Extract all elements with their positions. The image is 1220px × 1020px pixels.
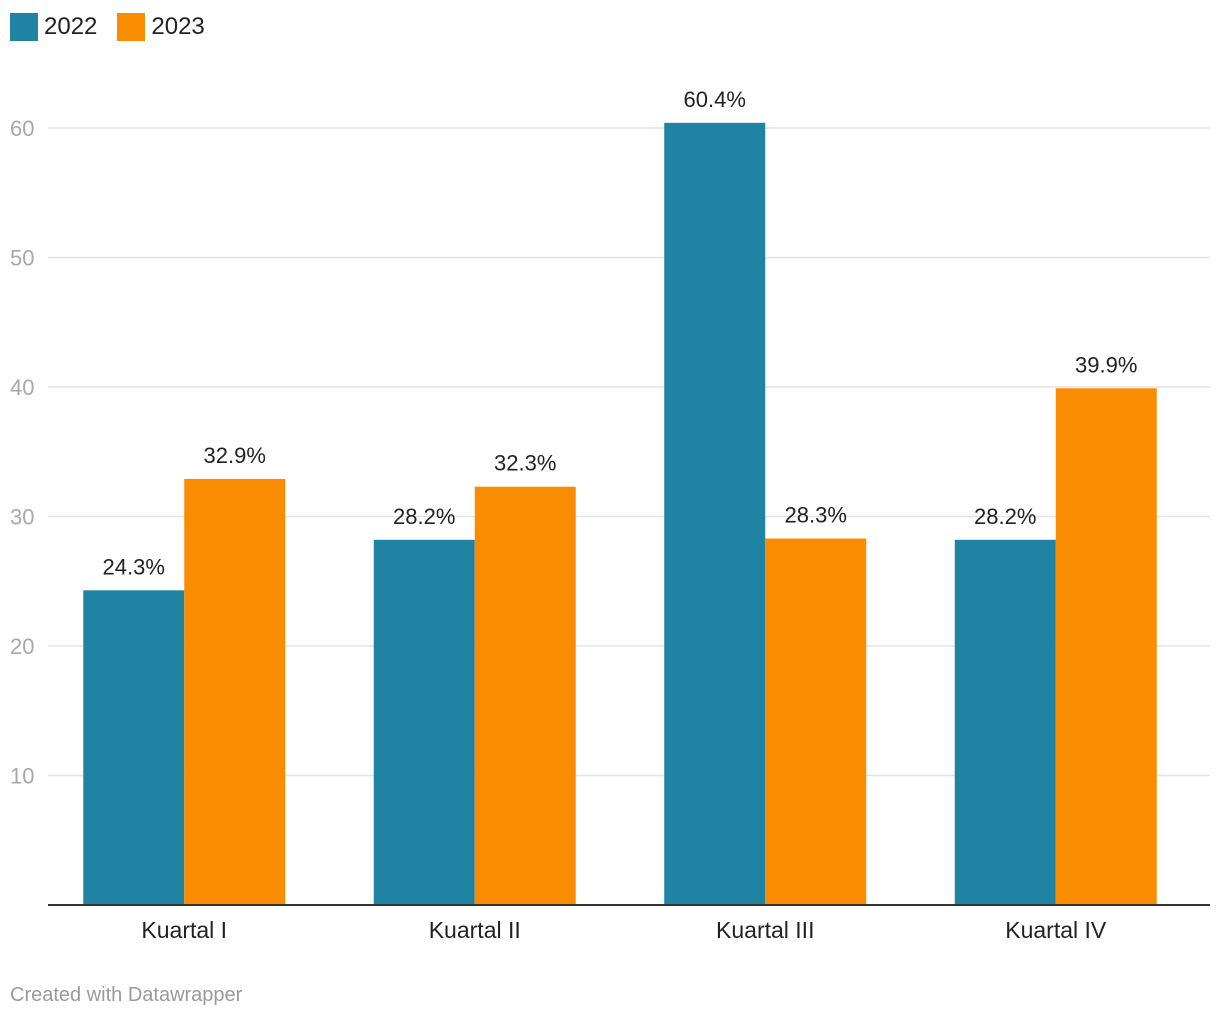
bar-2023-4 — [1055, 388, 1157, 905]
y-tick-label-60: 60 — [10, 116, 34, 141]
bar-2023-1 — [184, 478, 286, 905]
legend-swatch-2023 — [117, 13, 146, 41]
value-label-2023-2: 32.3% — [494, 451, 556, 476]
y-tick-label-50: 50 — [10, 246, 34, 271]
value-label-2023-1: 32.9% — [204, 443, 266, 468]
value-label-2023-3: 28.3% — [785, 503, 847, 528]
bar-2022-2 — [373, 539, 475, 905]
bar-2022-1 — [83, 590, 185, 905]
legend-label-2023: 2023 — [151, 13, 205, 40]
bar-2023-2 — [474, 486, 576, 905]
chart-legend: 2022 2023 — [10, 12, 225, 42]
bar-chart: 10 20 30 40 50 60 24.3% 32.9% Kuartal I 28.2% 32.3… — [10, 87, 1210, 943]
value-label-2022-2: 28.2% — [393, 504, 455, 529]
category-label-3: Kuartal III — [716, 917, 814, 943]
legend-item-2022: 2022 — [10, 13, 97, 41]
value-label-2022-4: 28.2% — [974, 504, 1036, 529]
value-label-2022-1: 24.3% — [103, 554, 165, 579]
bar-2022-3 — [664, 122, 766, 905]
y-tick-label-30: 30 — [10, 505, 34, 530]
value-label-2022-3: 60.4% — [684, 87, 746, 112]
y-tick-label-20: 20 — [10, 634, 34, 659]
y-tick-label-40: 40 — [10, 375, 34, 400]
bar-2022-4 — [954, 539, 1056, 905]
credit-text: Created with Datawrapper — [10, 984, 243, 1006]
category-label-2: Kuartal II — [429, 917, 521, 943]
legend-item-2023: 2023 — [117, 13, 205, 41]
category-label-1: Kuartal I — [141, 917, 227, 943]
y-tick-label-10: 10 — [10, 764, 34, 789]
value-label-2023-4: 39.9% — [1075, 352, 1137, 377]
legend-label-2022: 2022 — [44, 13, 98, 40]
category-label-4: Kuartal IV — [1005, 917, 1107, 943]
legend-swatch-2022 — [10, 13, 38, 41]
bar-2023-3 — [765, 538, 867, 905]
